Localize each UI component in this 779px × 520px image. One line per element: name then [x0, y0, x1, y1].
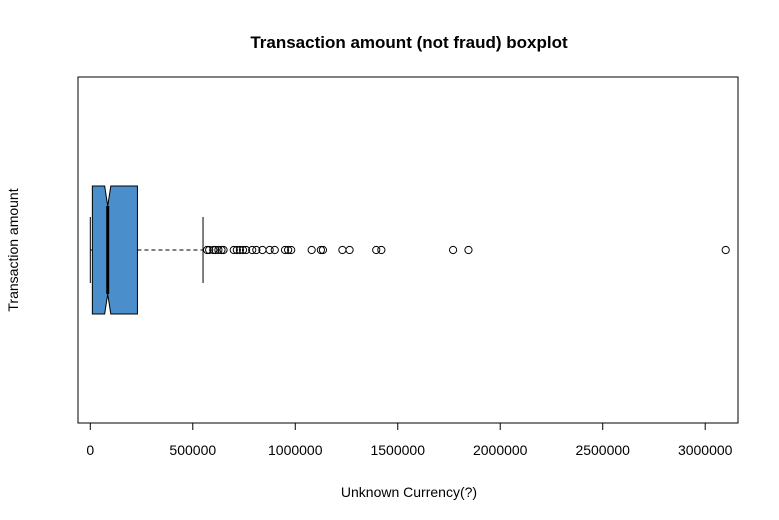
outlier-point: [377, 245, 386, 255]
x-tick-label: 2000000: [473, 442, 528, 458]
outlier-point: [721, 245, 730, 255]
outlier-point: [316, 245, 325, 255]
outlier-point: [203, 245, 212, 255]
outlier-point: [205, 245, 214, 255]
x-tick-label: 1000000: [268, 442, 323, 458]
outlier-point: [229, 245, 238, 255]
outlier-point: [217, 245, 226, 255]
chart-title: Transaction amount (not fraud) boxplot: [250, 33, 568, 52]
plot-frame: [77, 76, 739, 424]
x-axis: 0 500000 1000000 1500000 2000000 2500000 30000…: [86, 422, 733, 458]
notched-box: [91, 185, 138, 315]
outlier-point: [338, 245, 347, 255]
outlier-point: [214, 245, 223, 255]
x-tick-label: 3000000: [678, 442, 733, 458]
outlier-point: [307, 245, 316, 255]
outlier-point: [232, 245, 241, 255]
x-axis-label: Unknown Currency(?): [341, 484, 477, 500]
outlier-point: [265, 245, 274, 255]
outlier-point: [211, 245, 220, 255]
outlier-point: [280, 245, 290, 255]
outlier-point: [241, 245, 251, 255]
outlier-point: [248, 245, 257, 255]
outlier-point: [318, 245, 328, 255]
outlier-point: [209, 245, 218, 255]
outlier-point: [372, 245, 381, 255]
outlier-point: [219, 245, 228, 255]
outlier-point: [287, 245, 296, 255]
outlier-point: [464, 245, 473, 255]
y-axis-label: Transaction amount: [5, 188, 21, 311]
outlier-point: [345, 245, 354, 255]
outlier-point: [235, 245, 245, 255]
outlier-point: [238, 245, 248, 255]
outlier-point: [283, 245, 293, 255]
outlier-point: [448, 245, 458, 255]
x-tick-label: 1500000: [370, 442, 425, 458]
box-marks: [89, 185, 730, 315]
outlier-point: [252, 245, 261, 255]
x-tick-label: 0: [86, 442, 94, 458]
x-tick-label: 500000: [169, 442, 216, 458]
x-tick-label: 2500000: [575, 442, 630, 458]
outlier-point: [270, 245, 279, 255]
